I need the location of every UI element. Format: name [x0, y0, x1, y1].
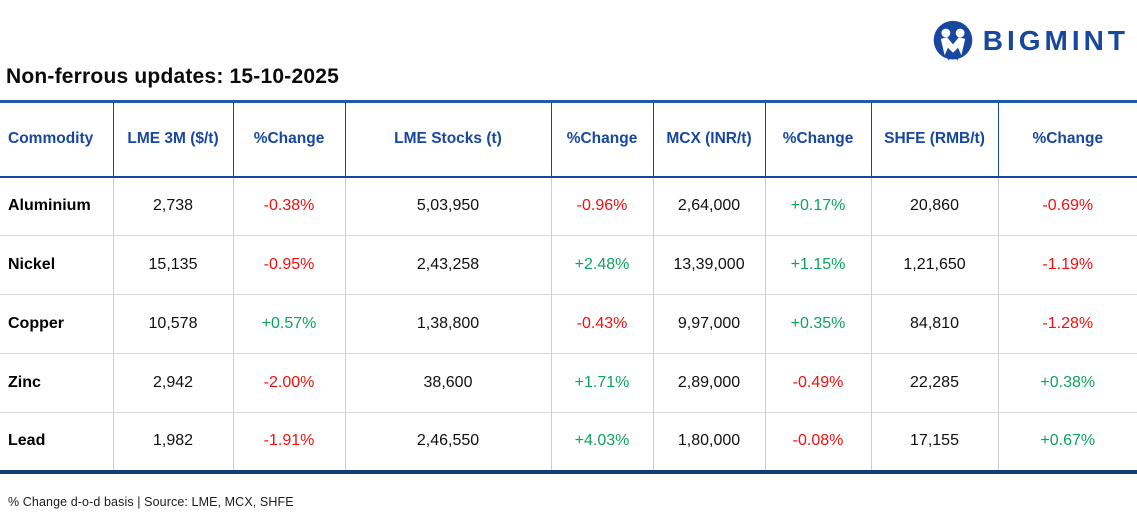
cell-lme_3m: 15,135	[113, 235, 234, 295]
bigmint-logo-icon	[932, 20, 974, 62]
cell-lme_stocks_change: +1.71%	[551, 353, 654, 413]
table-row: Nickel 15,135 -0.95% 2,43,258 +2.48% 13,39,00…	[0, 235, 1137, 295]
col-header-lme-stocks-change: %Change	[551, 101, 654, 178]
col-header-commodity: Commodity	[0, 101, 114, 178]
table-row: Aluminium 2,738 -0.38% 5,03,950 -0.96% 2,64,0…	[0, 176, 1137, 236]
cell-shfe_change: +0.67%	[998, 412, 1137, 472]
cell-lme_3m: 2,942	[113, 353, 234, 413]
cell-lme_3m: 10,578	[113, 294, 234, 354]
cell-commodity: Nickel	[0, 235, 114, 295]
cell-shfe_change: -1.28%	[998, 294, 1137, 354]
col-header-mcx-change: %Change	[765, 101, 872, 178]
cell-commodity: Aluminium	[0, 176, 114, 236]
cell-mcx: 13,39,000	[653, 235, 766, 295]
cell-lme_3m_change: +0.57%	[233, 294, 346, 354]
table-body: Aluminium 2,738 -0.38% 5,03,950 -0.96% 2,64,0…	[0, 176, 1137, 472]
cell-shfe_change: -0.69%	[998, 176, 1137, 236]
cell-lme_stocks: 5,03,950	[345, 176, 552, 236]
col-header-lme-stocks: LME Stocks (t)	[345, 101, 552, 178]
cell-lme_stocks_change: -0.43%	[551, 294, 654, 354]
cell-mcx_change: -0.08%	[765, 412, 872, 472]
cell-mcx_change: +0.17%	[765, 176, 872, 236]
cell-lme_stocks_change: +2.48%	[551, 235, 654, 295]
cell-shfe: 20,860	[871, 176, 999, 236]
table-row: Copper 10,578 +0.57% 1,38,800 -0.43% 9,97,000…	[0, 294, 1137, 354]
cell-shfe: 22,285	[871, 353, 999, 413]
footnote: % Change d-o-d basis | Source: LME, MCX,…	[8, 495, 294, 509]
col-header-shfe: SHFE (RMB/t)	[871, 101, 999, 178]
cell-lme_3m: 1,982	[113, 412, 234, 472]
cell-shfe: 1,21,650	[871, 235, 999, 295]
header-row: Commodity LME 3M ($/t) %Change LME Stock…	[0, 101, 1137, 178]
cell-mcx: 2,89,000	[653, 353, 766, 413]
cell-commodity: Copper	[0, 294, 114, 354]
cell-lme_3m: 2,738	[113, 176, 234, 236]
cell-lme_stocks: 38,600	[345, 353, 552, 413]
cell-mcx_change: +1.15%	[765, 235, 872, 295]
cell-shfe: 17,155	[871, 412, 999, 472]
table-header: Commodity LME 3M ($/t) %Change LME Stock…	[0, 101, 1137, 178]
cell-lme_stocks: 2,46,550	[345, 412, 552, 472]
page-title: Non-ferrous updates: 15-10-2025	[6, 65, 339, 88]
cell-commodity: Zinc	[0, 353, 114, 413]
cell-lme_stocks: 1,38,800	[345, 294, 552, 354]
brand-logo: BIGMINT	[932, 20, 1129, 62]
col-header-lme-3m-change: %Change	[233, 101, 346, 178]
table-row: Zinc 2,942 -2.00% 38,600 +1.71% 2,89,000 -0.49…	[0, 353, 1137, 413]
non-ferrous-table: Commodity LME 3M ($/t) %Change LME Stock…	[0, 100, 1137, 474]
cell-lme_3m_change: -2.00%	[233, 353, 346, 413]
cell-commodity: Lead	[0, 412, 114, 472]
cell-mcx_change: +0.35%	[765, 294, 872, 354]
cell-mcx_change: -0.49%	[765, 353, 872, 413]
col-header-mcx: MCX (INR/t)	[653, 101, 766, 178]
cell-lme_stocks_change: +4.03%	[551, 412, 654, 472]
cell-mcx: 9,97,000	[653, 294, 766, 354]
col-header-shfe-change: %Change	[998, 101, 1137, 178]
cell-shfe_change: -1.19%	[998, 235, 1137, 295]
cell-lme_3m_change: -0.95%	[233, 235, 346, 295]
cell-shfe_change: +0.38%	[998, 353, 1137, 413]
cell-mcx: 2,64,000	[653, 176, 766, 236]
table-row: Lead 1,982 -1.91% 2,46,550 +4.03% 1,80,000 -0.…	[0, 412, 1137, 472]
cell-lme_stocks: 2,43,258	[345, 235, 552, 295]
brand-name: BIGMINT	[982, 25, 1129, 56]
cell-lme_3m_change: -0.38%	[233, 176, 346, 236]
cell-lme_3m_change: -1.91%	[233, 412, 346, 472]
cell-lme_stocks_change: -0.96%	[551, 176, 654, 236]
cell-mcx: 1,80,000	[653, 412, 766, 472]
cell-shfe: 84,810	[871, 294, 999, 354]
col-header-lme-3m: LME 3M ($/t)	[113, 101, 234, 178]
